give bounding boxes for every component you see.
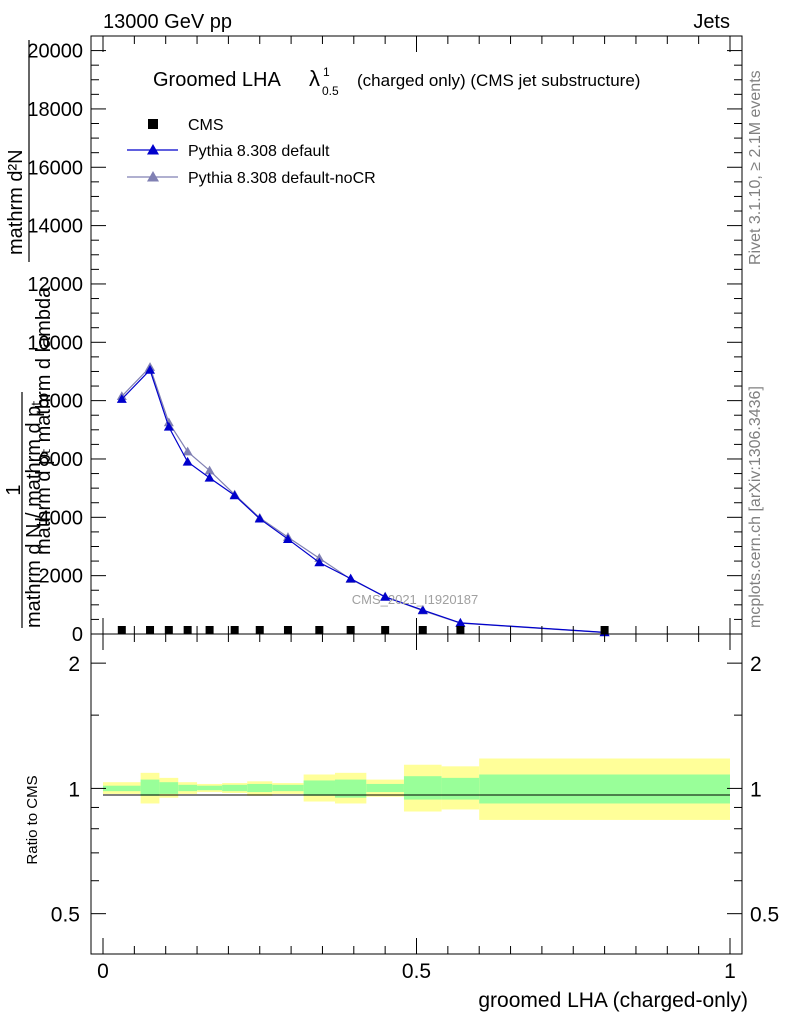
ratio-ylabel: Ratio to CMS — [24, 775, 41, 864]
legend: CMS Pythia 8.308 default Pythia 8.308 defa… — [127, 117, 376, 187]
ratio-panel: 0.5 0.51 12 2 0 0.5 1 — [51, 633, 779, 983]
series-default-point — [145, 365, 156, 374]
main-y-axis: 0 2000 4000 6000 8000 10000 12000 14000 16000 180… — [27, 41, 742, 646]
header-right: Jets — [693, 11, 730, 33]
series-cms-point — [315, 626, 324, 634]
series-cms-point — [164, 626, 173, 634]
series-default-point — [163, 421, 174, 431]
mcplots-label: mcplots.cern.ch [arXiv:1306.3436] — [747, 386, 764, 628]
title-sub: 0.5 — [322, 84, 339, 98]
ratio-band-inner — [272, 784, 304, 792]
series-default-point — [380, 591, 391, 601]
main-panel: CMS_2021_I1920187 0 2000 4000 6000 8000 10000… — [27, 35, 743, 646]
main-ytick-label: 4000 — [39, 507, 84, 529]
main-ytick-label: 0 — [72, 624, 83, 646]
series-cms-point — [283, 626, 292, 634]
series-cms-point — [456, 626, 465, 634]
ratio-ytick-label-right: 2 — [750, 653, 762, 676]
ratio-band-inner — [479, 774, 730, 804]
main-ytick-label: 16000 — [27, 157, 83, 179]
series-nocr-point — [163, 417, 174, 427]
series-default-point — [204, 472, 215, 482]
ratio-band-inner — [403, 776, 442, 800]
ratio-band-inner — [366, 783, 404, 793]
series-default-point — [254, 513, 265, 523]
ratio-band-inner — [222, 784, 248, 792]
ratio-band-inner — [303, 780, 335, 796]
title-sup: 1 — [323, 65, 330, 79]
ratio-ytick-label-left: 2 — [68, 653, 80, 676]
ratio-x-axis: 0 0.5 1 — [97, 634, 736, 983]
series-default-point — [345, 573, 356, 583]
series-default-point — [116, 394, 127, 403]
ratio-xtick-label: 0.5 — [402, 960, 431, 983]
ratio-bands — [103, 758, 730, 820]
main-ytick-label: 6000 — [39, 449, 84, 471]
legend-marker-cms — [148, 119, 158, 129]
ratio-ytick-label-right: 0.5 — [750, 904, 779, 927]
legend-marker-triangle — [147, 144, 159, 155]
main-ytick-label: 10000 — [27, 332, 83, 354]
ratio-band-inner — [247, 783, 273, 793]
ratio-band-inner — [178, 784, 198, 792]
ratio-band-inner — [103, 785, 141, 792]
series-cms-point — [146, 626, 155, 634]
ratio-band-inner — [140, 779, 160, 796]
main-ytick-label: 18000 — [27, 99, 83, 121]
series-nocr-point — [314, 553, 325, 562]
series-cms-point — [230, 626, 239, 634]
legend-label: Pythia 8.308 default-noCR — [188, 170, 376, 187]
title-suffix: (charged only) (CMS jet substructure) — [357, 71, 640, 90]
ylabel-one: 1 — [3, 484, 25, 495]
rivet-label: Rivet 3.1.10, ≥ 2.1M events — [747, 70, 764, 265]
ylabel-bottom: mathrm d N / mathrm d pₜ — [23, 400, 45, 628]
series-cms-point — [346, 626, 355, 634]
ratio-xtick-label: 1 — [724, 960, 736, 983]
legend-label: CMS — [188, 117, 224, 134]
ratio-band-inner — [197, 785, 223, 791]
series-default-point — [417, 605, 428, 614]
title-prefix: Groomed LHA — [153, 69, 281, 91]
series-default-point — [455, 617, 466, 627]
legend-label: Pythia 8.308 default — [188, 143, 330, 160]
title-symbol: λ — [309, 66, 320, 91]
main-ytick-label: 12000 — [27, 274, 83, 296]
ratio-ytick-label-left: 0.5 — [51, 904, 80, 927]
main-ytick-label: 2000 — [39, 566, 84, 588]
ratio-band-inner — [334, 779, 367, 798]
series-default-point — [182, 456, 193, 466]
ratio-xtick-label: 0 — [97, 960, 109, 983]
series-nocr-point — [182, 446, 193, 456]
plot-title: Groomed LHA λ 1 0.5 (charged only) (CMS … — [153, 65, 640, 98]
ylabel-mid: mathrm d pₜ mathrm d lambda — [33, 286, 55, 555]
main-ytick-label: 20000 — [27, 41, 83, 63]
series-default-point — [314, 557, 325, 567]
main-ytick-label: 14000 — [27, 216, 83, 238]
ratio-ytick-label-left: 1 — [68, 778, 80, 801]
series-default-point — [229, 490, 240, 500]
header-left: 13000 GeV pp — [103, 11, 232, 33]
main-ylabel: mathrm d²N mathrm d pₜ mathrm d lambda 1… — [3, 40, 55, 628]
series-nocr-point — [204, 465, 215, 475]
ylabel-top: mathrm d²N — [5, 149, 27, 255]
series-cms-point — [418, 626, 427, 634]
watermark: CMS_2021_I1920187 — [352, 592, 479, 607]
legend-marker-triangle — [147, 171, 159, 182]
series-default-point — [282, 534, 293, 543]
ratio-xlabel: groomed LHA (charged-only) — [478, 989, 748, 1012]
series-cms-point — [205, 626, 214, 634]
ratio-y-axis: 0.5 0.5 1 1 2 2 — [51, 653, 779, 927]
series-default-line — [121, 368, 605, 633]
series-cms-point — [117, 626, 126, 634]
ratio-band-inner — [441, 777, 480, 800]
ratio-band-inner — [159, 782, 179, 794]
main-x-ticks — [102, 36, 731, 634]
ratio-ytick-label-right: 1 — [750, 778, 762, 801]
series-cms-point — [183, 626, 192, 634]
main-ytick-label: 8000 — [39, 391, 84, 413]
